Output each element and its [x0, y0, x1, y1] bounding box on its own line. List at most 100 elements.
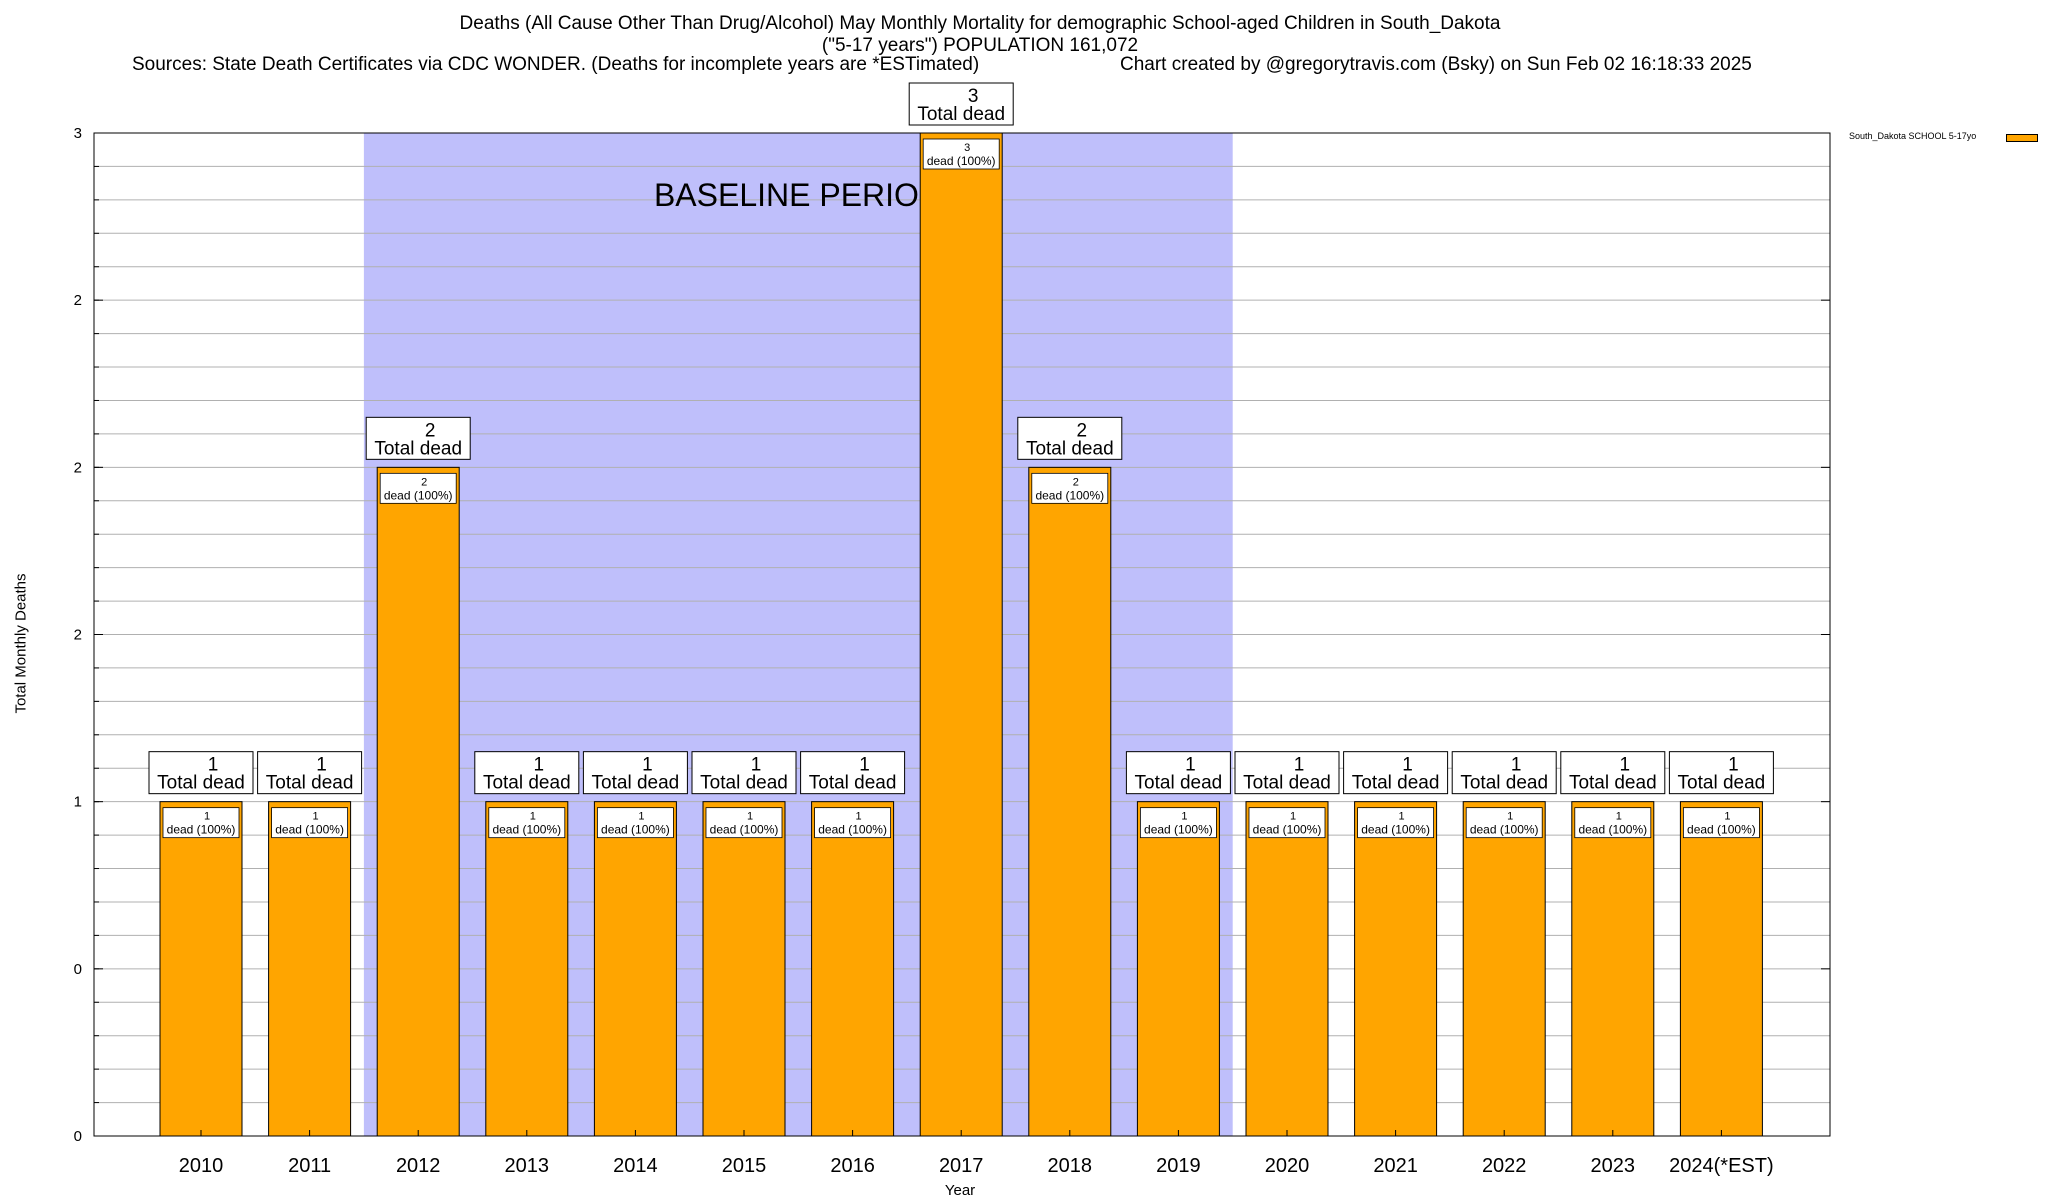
total-value: 1 [1511, 755, 1522, 776]
baseline-label: BASELINE PERIOD [654, 177, 942, 213]
bar-inner-box [1248, 807, 1326, 839]
total-value: 1 [1294, 755, 1305, 776]
total-box [691, 751, 797, 795]
bar-inner-label: dead (100%) [1578, 823, 1647, 837]
bar-inner-value: 2 [421, 476, 427, 488]
total-box [1668, 751, 1774, 795]
total-label: Total dead [266, 773, 354, 794]
bar-inner-value: 2 [1073, 476, 1079, 488]
y-tick-label: 0 [74, 961, 82, 978]
bar-inner-label: dead (100%) [275, 823, 344, 837]
bar-inner-label: dead (100%) [710, 823, 779, 837]
legend-swatch [2006, 134, 2038, 142]
total-label: Total dead [157, 773, 245, 794]
bar [268, 801, 352, 1137]
bar-inner-label: dead (100%) [601, 823, 670, 837]
bar-inner-box [379, 472, 457, 504]
x-tick-label: 2012 [396, 1155, 441, 1177]
x-tick-label: 2010 [179, 1155, 224, 1177]
total-value: 2 [1077, 420, 1088, 441]
bar-inner-box [597, 807, 674, 839]
y-axis-label-wrap: Total Monthly Deaths [6, 573, 30, 713]
total-label: Total dead [1135, 773, 1223, 794]
total-value: 1 [316, 755, 327, 776]
bar-inner-value: 1 [638, 811, 644, 823]
x-tick-label: 2016 [830, 1155, 875, 1177]
bar-inner-label: dead (100%) [1361, 823, 1430, 837]
total-box [257, 751, 363, 795]
x-tick-label: 2017 [939, 1155, 984, 1177]
bar-inner-label: dead (100%) [1687, 823, 1756, 837]
total-value: 1 [751, 755, 762, 776]
bar-inner-value: 1 [313, 811, 319, 823]
bar-inner-box [705, 807, 783, 839]
bar-inner-label: dead (100%) [167, 823, 236, 837]
x-tick-label: 2021 [1373, 1155, 1418, 1177]
total-box [1125, 751, 1231, 795]
bar [1136, 801, 1220, 1137]
bar-inner-value: 1 [1724, 811, 1730, 823]
total-label: Total dead [700, 773, 788, 794]
bar [919, 132, 1003, 1137]
bar [1354, 801, 1438, 1137]
bar-inner-box [1140, 807, 1217, 839]
total-box [365, 416, 471, 460]
total-box [1343, 751, 1449, 795]
total-box [908, 82, 1014, 126]
total-value: 1 [859, 755, 870, 776]
total-label: Total dead [1460, 773, 1548, 794]
bar-inner-box [1357, 807, 1434, 839]
total-label: Total dead [1026, 438, 1114, 459]
y-tick-label: 1 [74, 794, 82, 811]
bar-inner-value: 1 [530, 811, 536, 823]
y-axis-label: Total Monthly Deaths [12, 573, 30, 714]
bar-inner-label: dead (100%) [927, 154, 996, 168]
y-tick-label: 3 [74, 125, 82, 142]
total-label: Total dead [917, 104, 1005, 125]
total-label: Total dead [1352, 773, 1440, 794]
bar-inner-box [271, 807, 349, 839]
total-label: Total dead [1243, 773, 1331, 794]
total-value: 1 [1185, 755, 1196, 776]
bar [485, 801, 569, 1137]
bar [1679, 801, 1763, 1137]
total-box [800, 751, 906, 795]
total-box [1560, 751, 1666, 795]
bar-inner-box [1683, 807, 1760, 839]
x-tick-label: 2013 [505, 1155, 550, 1177]
bar-inner-box [1574, 807, 1652, 839]
bar-inner-label: dead (100%) [1144, 823, 1213, 837]
total-value: 3 [968, 86, 979, 107]
bar-inner-value: 1 [1181, 811, 1187, 823]
bar [159, 801, 243, 1137]
legend-label: South_Dakota SCHOOL 5-17yo [1849, 131, 1977, 141]
bar-inner-label: dead (100%) [1470, 823, 1539, 837]
y-tick-label: 0 [74, 1128, 82, 1145]
total-label: Total dead [1569, 773, 1657, 794]
bar [593, 801, 677, 1137]
bar-inner-value: 3 [964, 142, 970, 154]
bar-inner-label: dead (100%) [492, 823, 561, 837]
total-label: Total dead [809, 773, 897, 794]
x-tick-label: 2020 [1265, 1155, 1310, 1177]
total-label: Total dead [1678, 773, 1766, 794]
total-label: Total dead [592, 773, 680, 794]
chart-title-line1: Deaths (All Cause Other Than Drug/Alcoho… [459, 13, 1501, 34]
total-value: 1 [208, 755, 219, 776]
bar-inner-value: 1 [1399, 811, 1405, 823]
bar-inner-label: dead (100%) [1253, 823, 1322, 837]
total-label: Total dead [374, 438, 462, 459]
bar [1028, 466, 1112, 1137]
bar-inner-box [814, 807, 891, 839]
bar-inner-box [488, 807, 566, 839]
total-value: 1 [1620, 755, 1631, 776]
total-box [1234, 751, 1340, 795]
x-tick-label: 2024(*EST) [1669, 1155, 1774, 1177]
total-box [148, 751, 254, 795]
y-tick-label: 2 [74, 459, 82, 476]
chart-title-line2: ("5-17 years") POPULATION 161,072 [821, 35, 1139, 56]
bar-inner-box [922, 138, 1000, 170]
bar-inner-label: dead (100%) [384, 488, 453, 502]
total-value: 1 [1402, 755, 1413, 776]
